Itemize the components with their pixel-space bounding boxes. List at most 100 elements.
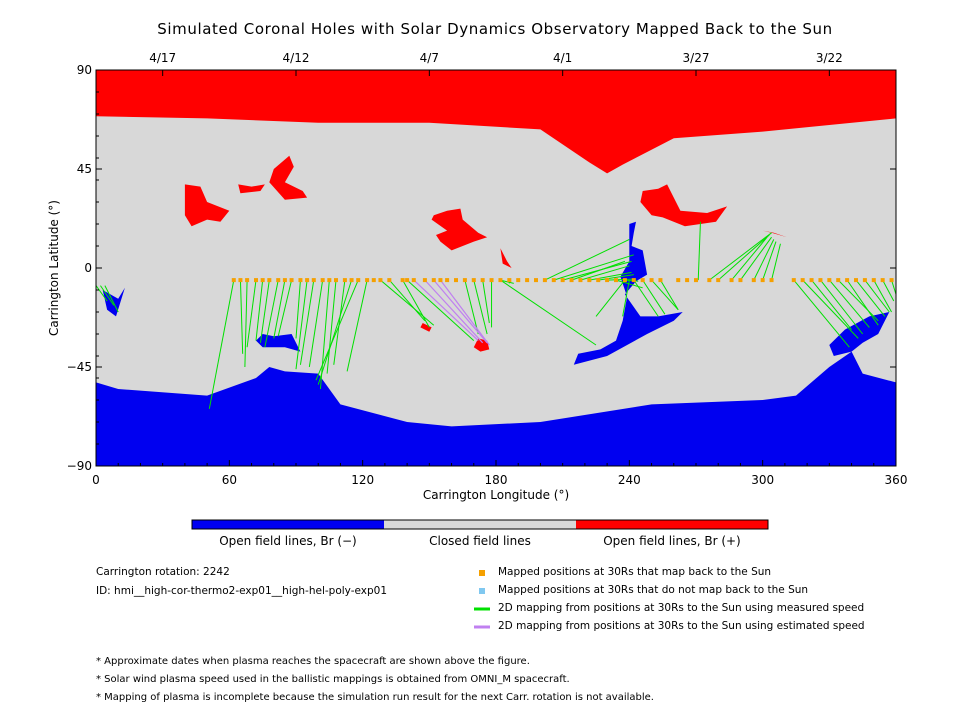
measured-speed-mapping-line <box>264 280 279 348</box>
mapped-position-point <box>298 278 303 283</box>
measured-speed-mapping-line <box>500 279 597 346</box>
measured-speed-mapping-line <box>346 279 368 372</box>
mapped-position-point <box>707 278 712 283</box>
measured-speed-mapping-line <box>500 279 514 284</box>
measured-speed-mapping-line <box>380 279 435 326</box>
axes-layer: 0 60 120 180 240 300 360 90 45 0 −45 −90 4/17 4/12 4/7… <box>47 51 907 502</box>
legend-entry: 2D mapping from positions at 30Rs to the… <box>498 620 865 632</box>
mapped-position-point <box>422 278 427 283</box>
open-positive-region <box>420 323 432 332</box>
mapped-position-point <box>311 278 316 283</box>
estimated-speed-mapping-line <box>413 279 479 342</box>
mapped-position-point <box>658 278 663 283</box>
open-negative-region <box>96 351 896 466</box>
measured-speed-mapping-line <box>793 279 850 348</box>
mapped-position-point <box>356 278 361 283</box>
top-date-label: 4/1 <box>553 51 572 65</box>
x-tick-label: 60 <box>222 473 237 487</box>
open-negative-region <box>829 312 890 356</box>
mapped-position-point <box>431 278 436 283</box>
measured-speed-mapping-line <box>544 238 630 281</box>
top-date-label: 3/27 <box>683 51 710 65</box>
measured-speed-mapping-line <box>553 254 634 281</box>
point-layer <box>231 278 894 283</box>
mapped-position-point <box>622 278 627 283</box>
measured-speed-mapping-line <box>820 279 864 335</box>
mapped-position-point <box>238 278 243 283</box>
measured-speed-mapping-line <box>464 279 479 335</box>
mapped-position-point <box>649 278 654 283</box>
mapped-position-point <box>349 278 354 283</box>
measured-speed-mapping-line <box>571 260 626 281</box>
measured-speed-mapping-line <box>104 285 119 313</box>
measured-speed-mapping-line <box>333 280 346 365</box>
mapped-position-point <box>729 278 734 283</box>
measured-speed-mapping-line <box>709 232 772 281</box>
estimated-speed-mapping-line <box>439 279 490 346</box>
mapped-position-point <box>560 278 565 283</box>
mapped-position-point <box>800 278 805 283</box>
mapped-position-point <box>462 278 467 283</box>
colorbar-label-open-negative: Open field lines, Br (−) <box>219 534 357 548</box>
mapped-position-point <box>260 278 265 283</box>
carrington-rotation: Carrington rotation: 2242 <box>96 566 230 578</box>
top-date-label: 4/17 <box>149 51 176 65</box>
mapped-position-point <box>751 278 756 283</box>
mapped-position-point <box>387 278 392 283</box>
top-date-label: 4/12 <box>283 51 310 65</box>
measured-speed-mapping-line <box>580 265 630 281</box>
measured-speed-mapping-line <box>317 279 353 385</box>
measured-speed-mapping-line <box>473 279 488 335</box>
footnote: * Mapping of plasma is incomplete becaus… <box>96 692 654 703</box>
estimated-speed-mapping-line <box>433 279 488 344</box>
region-layer <box>96 70 896 466</box>
colorbar-segment <box>384 520 576 529</box>
x-tick-label: 120 <box>351 473 374 487</box>
mapped-position-point <box>400 278 405 283</box>
open-negative-region <box>102 287 125 317</box>
measured-speed-mapping-line <box>771 243 781 281</box>
colorbar-segment <box>192 520 384 529</box>
measured-speed-mapping-line <box>731 236 768 281</box>
mapped-position-point <box>614 278 618 283</box>
x-tick-label: 240 <box>618 473 641 487</box>
measured-speed-mapping-line <box>622 280 630 317</box>
measured-speed-mapping-line <box>762 241 777 281</box>
mapped-position-point <box>320 278 325 283</box>
mapped-position-point <box>596 278 601 283</box>
mapped-position-point <box>880 278 885 283</box>
mapped-position-point <box>498 278 503 283</box>
legend-marker-square <box>479 588 485 594</box>
open-positive-region <box>238 184 265 194</box>
mapped-position-point <box>769 278 774 283</box>
mapped-position-point <box>640 278 645 283</box>
mapped-position-point <box>854 278 858 283</box>
run-id: ID: hmi__high-cor-thermo2-exp01__high-he… <box>96 585 388 597</box>
measured-speed-mapping-line <box>633 279 659 317</box>
y-tick-label: −90 <box>67 459 92 473</box>
mapped-position-point <box>480 278 485 283</box>
mapped-position-point <box>587 278 592 283</box>
mapped-position-point <box>411 278 416 283</box>
colorbar <box>191 519 769 530</box>
measured-speed-mapping-line <box>295 280 301 339</box>
measured-speed-mapping-line <box>95 285 108 302</box>
measured-speed-mapping-line <box>660 279 679 311</box>
measured-speed-mapping-line <box>624 279 639 282</box>
mapped-position-point <box>507 278 512 283</box>
open-positive-region <box>640 184 728 227</box>
y-axis-title: Carrington Latitude (°) <box>47 200 61 336</box>
open-negative-region <box>573 221 683 365</box>
mapped-position-point <box>569 278 574 283</box>
mapped-position-point <box>454 278 458 283</box>
measured-speed-mapping-line <box>802 279 859 339</box>
measured-speed-mapping-line <box>406 279 475 341</box>
mapped-position-point <box>365 278 370 283</box>
mapped-position-point <box>685 278 690 283</box>
mapping-line-layer <box>95 221 897 409</box>
measured-speed-mapping-line <box>308 280 324 368</box>
mapped-position-point <box>631 278 636 283</box>
colorbar-segment <box>576 520 768 529</box>
measured-speed-mapping-line <box>846 279 879 326</box>
